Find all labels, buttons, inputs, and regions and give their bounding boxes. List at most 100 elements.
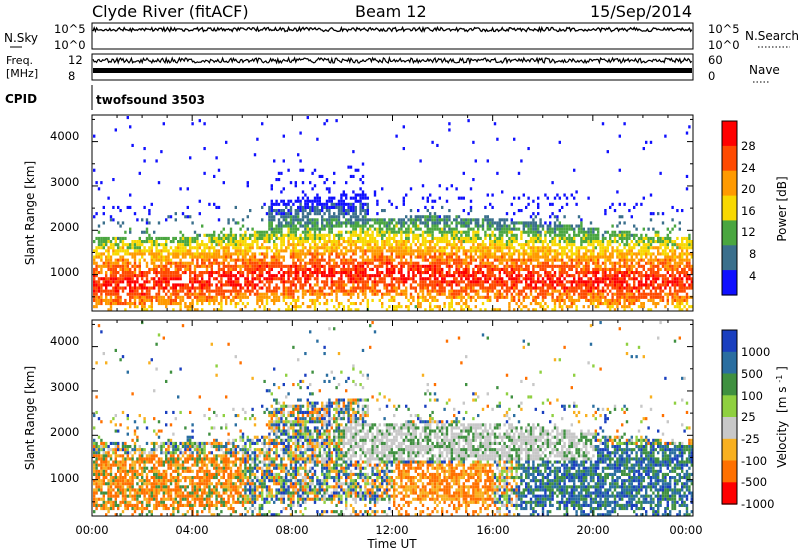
power-cell bbox=[544, 271, 547, 275]
power-cell bbox=[556, 193, 559, 197]
power-cell bbox=[381, 243, 384, 247]
power-cell bbox=[354, 271, 357, 275]
power-cell bbox=[282, 298, 285, 302]
power-cell bbox=[189, 305, 192, 309]
power-cell bbox=[220, 246, 223, 250]
power-cell bbox=[256, 295, 259, 299]
power-cell bbox=[292, 277, 295, 281]
power-cell bbox=[436, 218, 439, 222]
power-cell bbox=[393, 264, 396, 268]
power-cell bbox=[237, 264, 240, 268]
power-cell bbox=[244, 280, 247, 284]
power-cell bbox=[573, 168, 576, 172]
power-cell bbox=[167, 280, 170, 284]
power-cell bbox=[613, 283, 617, 287]
power-cell bbox=[376, 289, 379, 293]
power-cell bbox=[448, 224, 451, 228]
power-cell bbox=[611, 264, 614, 268]
power-cell bbox=[261, 286, 264, 290]
power-cell bbox=[328, 209, 331, 213]
power-cell bbox=[625, 267, 629, 271]
power-cell bbox=[496, 277, 499, 281]
power-cell bbox=[270, 215, 273, 219]
power-cell bbox=[609, 302, 612, 306]
power-cell bbox=[409, 187, 413, 191]
power-cell bbox=[318, 174, 321, 178]
power-cell bbox=[352, 302, 355, 306]
power-cell bbox=[179, 308, 182, 312]
power-cell bbox=[309, 243, 312, 247]
power-cell bbox=[465, 261, 468, 265]
power-cell bbox=[575, 308, 578, 312]
power-cell bbox=[529, 280, 533, 284]
power-cell bbox=[597, 302, 600, 306]
power-cell bbox=[441, 258, 444, 262]
power-cell bbox=[465, 255, 468, 259]
power-cell bbox=[361, 283, 365, 287]
power-cell bbox=[623, 274, 626, 278]
power-cell bbox=[102, 261, 105, 265]
power-cell bbox=[97, 236, 101, 240]
power-cell bbox=[105, 264, 108, 268]
power-cell bbox=[196, 308, 199, 312]
power-cell bbox=[304, 227, 307, 231]
power-cell bbox=[138, 295, 141, 299]
power-cell bbox=[546, 271, 549, 275]
power-cell bbox=[225, 274, 228, 278]
power-cell bbox=[316, 289, 319, 293]
power-cell bbox=[594, 271, 597, 275]
power-cell bbox=[510, 267, 513, 271]
power-cell bbox=[472, 255, 475, 259]
power-cell bbox=[282, 274, 285, 278]
power-cell bbox=[628, 295, 631, 299]
power-cell bbox=[609, 261, 612, 265]
power-cell bbox=[289, 280, 293, 284]
power-cell bbox=[258, 286, 261, 290]
power-cell bbox=[429, 292, 432, 296]
power-cell bbox=[155, 271, 158, 275]
power-cell bbox=[479, 308, 482, 312]
power-cell bbox=[258, 261, 261, 265]
power-cell bbox=[469, 209, 473, 213]
power-cell bbox=[553, 224, 557, 228]
power-cell bbox=[215, 298, 218, 302]
power-cell bbox=[592, 243, 595, 247]
power-cell bbox=[232, 243, 235, 247]
power-cell bbox=[318, 230, 321, 234]
power-cell bbox=[429, 255, 432, 259]
power-cell bbox=[129, 205, 132, 209]
power-cell bbox=[285, 295, 288, 299]
power-cell bbox=[445, 264, 449, 268]
power-cell bbox=[551, 249, 554, 253]
power-cell bbox=[450, 249, 453, 253]
power-cell bbox=[299, 202, 302, 206]
power-cell bbox=[378, 271, 381, 275]
power-cell bbox=[340, 212, 343, 216]
power-cell bbox=[443, 233, 446, 237]
power-cell bbox=[244, 267, 247, 271]
power-cell bbox=[174, 252, 177, 256]
power-cell bbox=[150, 261, 153, 265]
power-cell bbox=[424, 218, 427, 222]
power-cell bbox=[253, 252, 257, 256]
power-cell bbox=[217, 308, 221, 312]
power-cell bbox=[321, 271, 324, 275]
power-cell bbox=[469, 286, 473, 290]
power-cell bbox=[354, 233, 357, 237]
power-cell bbox=[227, 240, 230, 244]
power-cell bbox=[397, 280, 401, 284]
power-cell bbox=[337, 212, 341, 216]
power-cell bbox=[517, 289, 521, 293]
power-cell bbox=[577, 264, 581, 268]
power-cell bbox=[501, 252, 504, 256]
power-cell bbox=[457, 215, 461, 219]
power-cell bbox=[383, 209, 386, 213]
power-cell bbox=[354, 274, 357, 278]
power-cell bbox=[364, 271, 367, 275]
power-cell bbox=[491, 252, 494, 256]
power-cell bbox=[234, 274, 237, 278]
power-cell bbox=[328, 187, 331, 191]
power-cell bbox=[628, 249, 631, 253]
power-cell bbox=[287, 267, 290, 271]
power-cell bbox=[592, 233, 595, 237]
